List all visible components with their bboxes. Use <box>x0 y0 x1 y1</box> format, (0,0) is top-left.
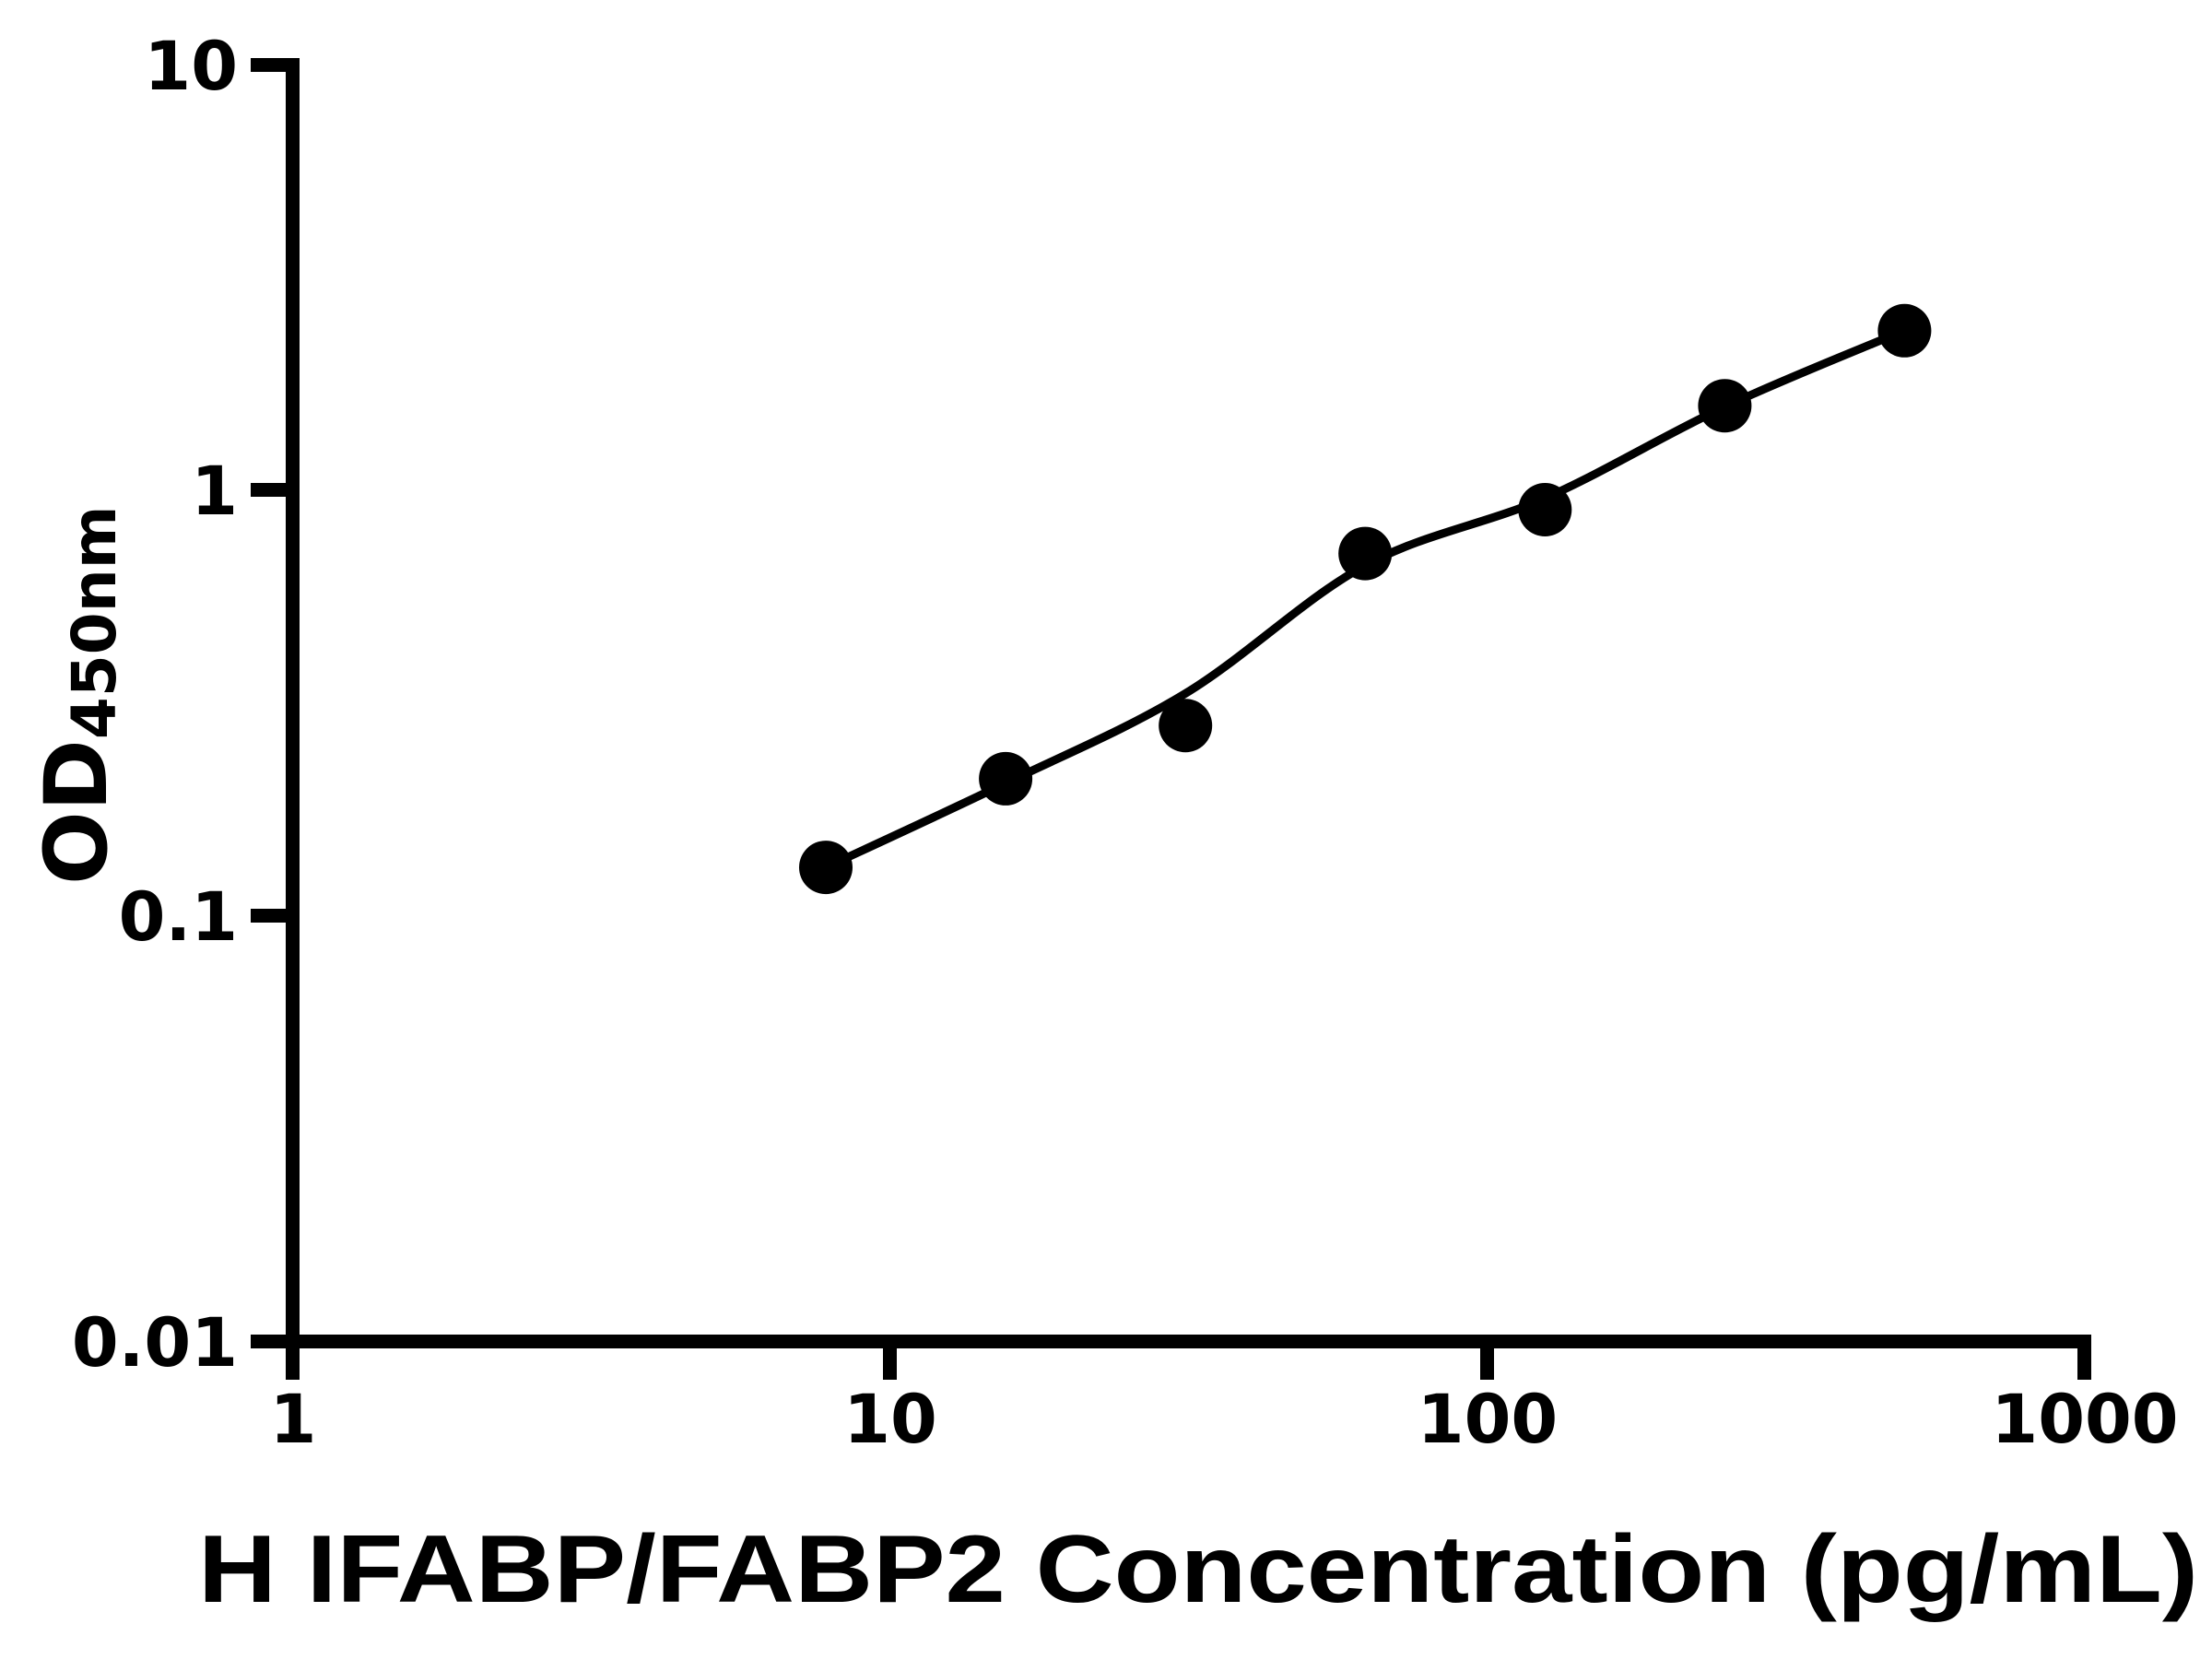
x-tick-1000 <box>2077 1335 2091 1380</box>
x-tick-label-10: 10 <box>843 1381 937 1459</box>
y-axis-title: OD450nm <box>27 506 130 885</box>
data-layer <box>799 303 1932 895</box>
data-point <box>979 751 1033 806</box>
y-tick-label-0.01: 0.01 <box>72 1304 238 1382</box>
x-tick-label-1: 1 <box>270 1381 317 1459</box>
x-tick-labels: 1 10 100 1000 <box>270 1381 2179 1459</box>
data-point <box>1877 303 1932 358</box>
y-axis-title-subscript: 450nm <box>59 506 130 740</box>
x-tick-100 <box>1480 1348 1494 1380</box>
data-point <box>1518 483 1572 536</box>
axes <box>251 58 2091 1380</box>
y-tick-1 <box>251 483 286 497</box>
x-tick-label-100: 100 <box>1418 1381 1558 1459</box>
y-tick-10 <box>251 58 286 72</box>
data-point <box>1159 699 1213 753</box>
y-tick-0.1 <box>251 909 286 923</box>
x-axis-title: H IFABP/FABP2 Concentration (pg/mL) <box>198 1516 2198 1623</box>
data-point <box>1338 526 1393 581</box>
data-point <box>799 841 853 895</box>
x-tick-10 <box>883 1348 897 1380</box>
y-axis-line <box>286 58 300 1380</box>
y-tick-label-10: 10 <box>144 28 238 106</box>
y-tick-labels: 10 1 0.1 0.01 <box>72 28 238 1382</box>
x-axis-line <box>251 1335 2091 1348</box>
y-tick-label-0.1: 0.1 <box>119 878 238 957</box>
x-tick-label-1000: 1000 <box>1991 1381 2178 1459</box>
y-axis-title-main: OD <box>27 739 127 885</box>
y-tick-label-1: 1 <box>191 453 238 531</box>
data-point <box>1698 379 1752 433</box>
